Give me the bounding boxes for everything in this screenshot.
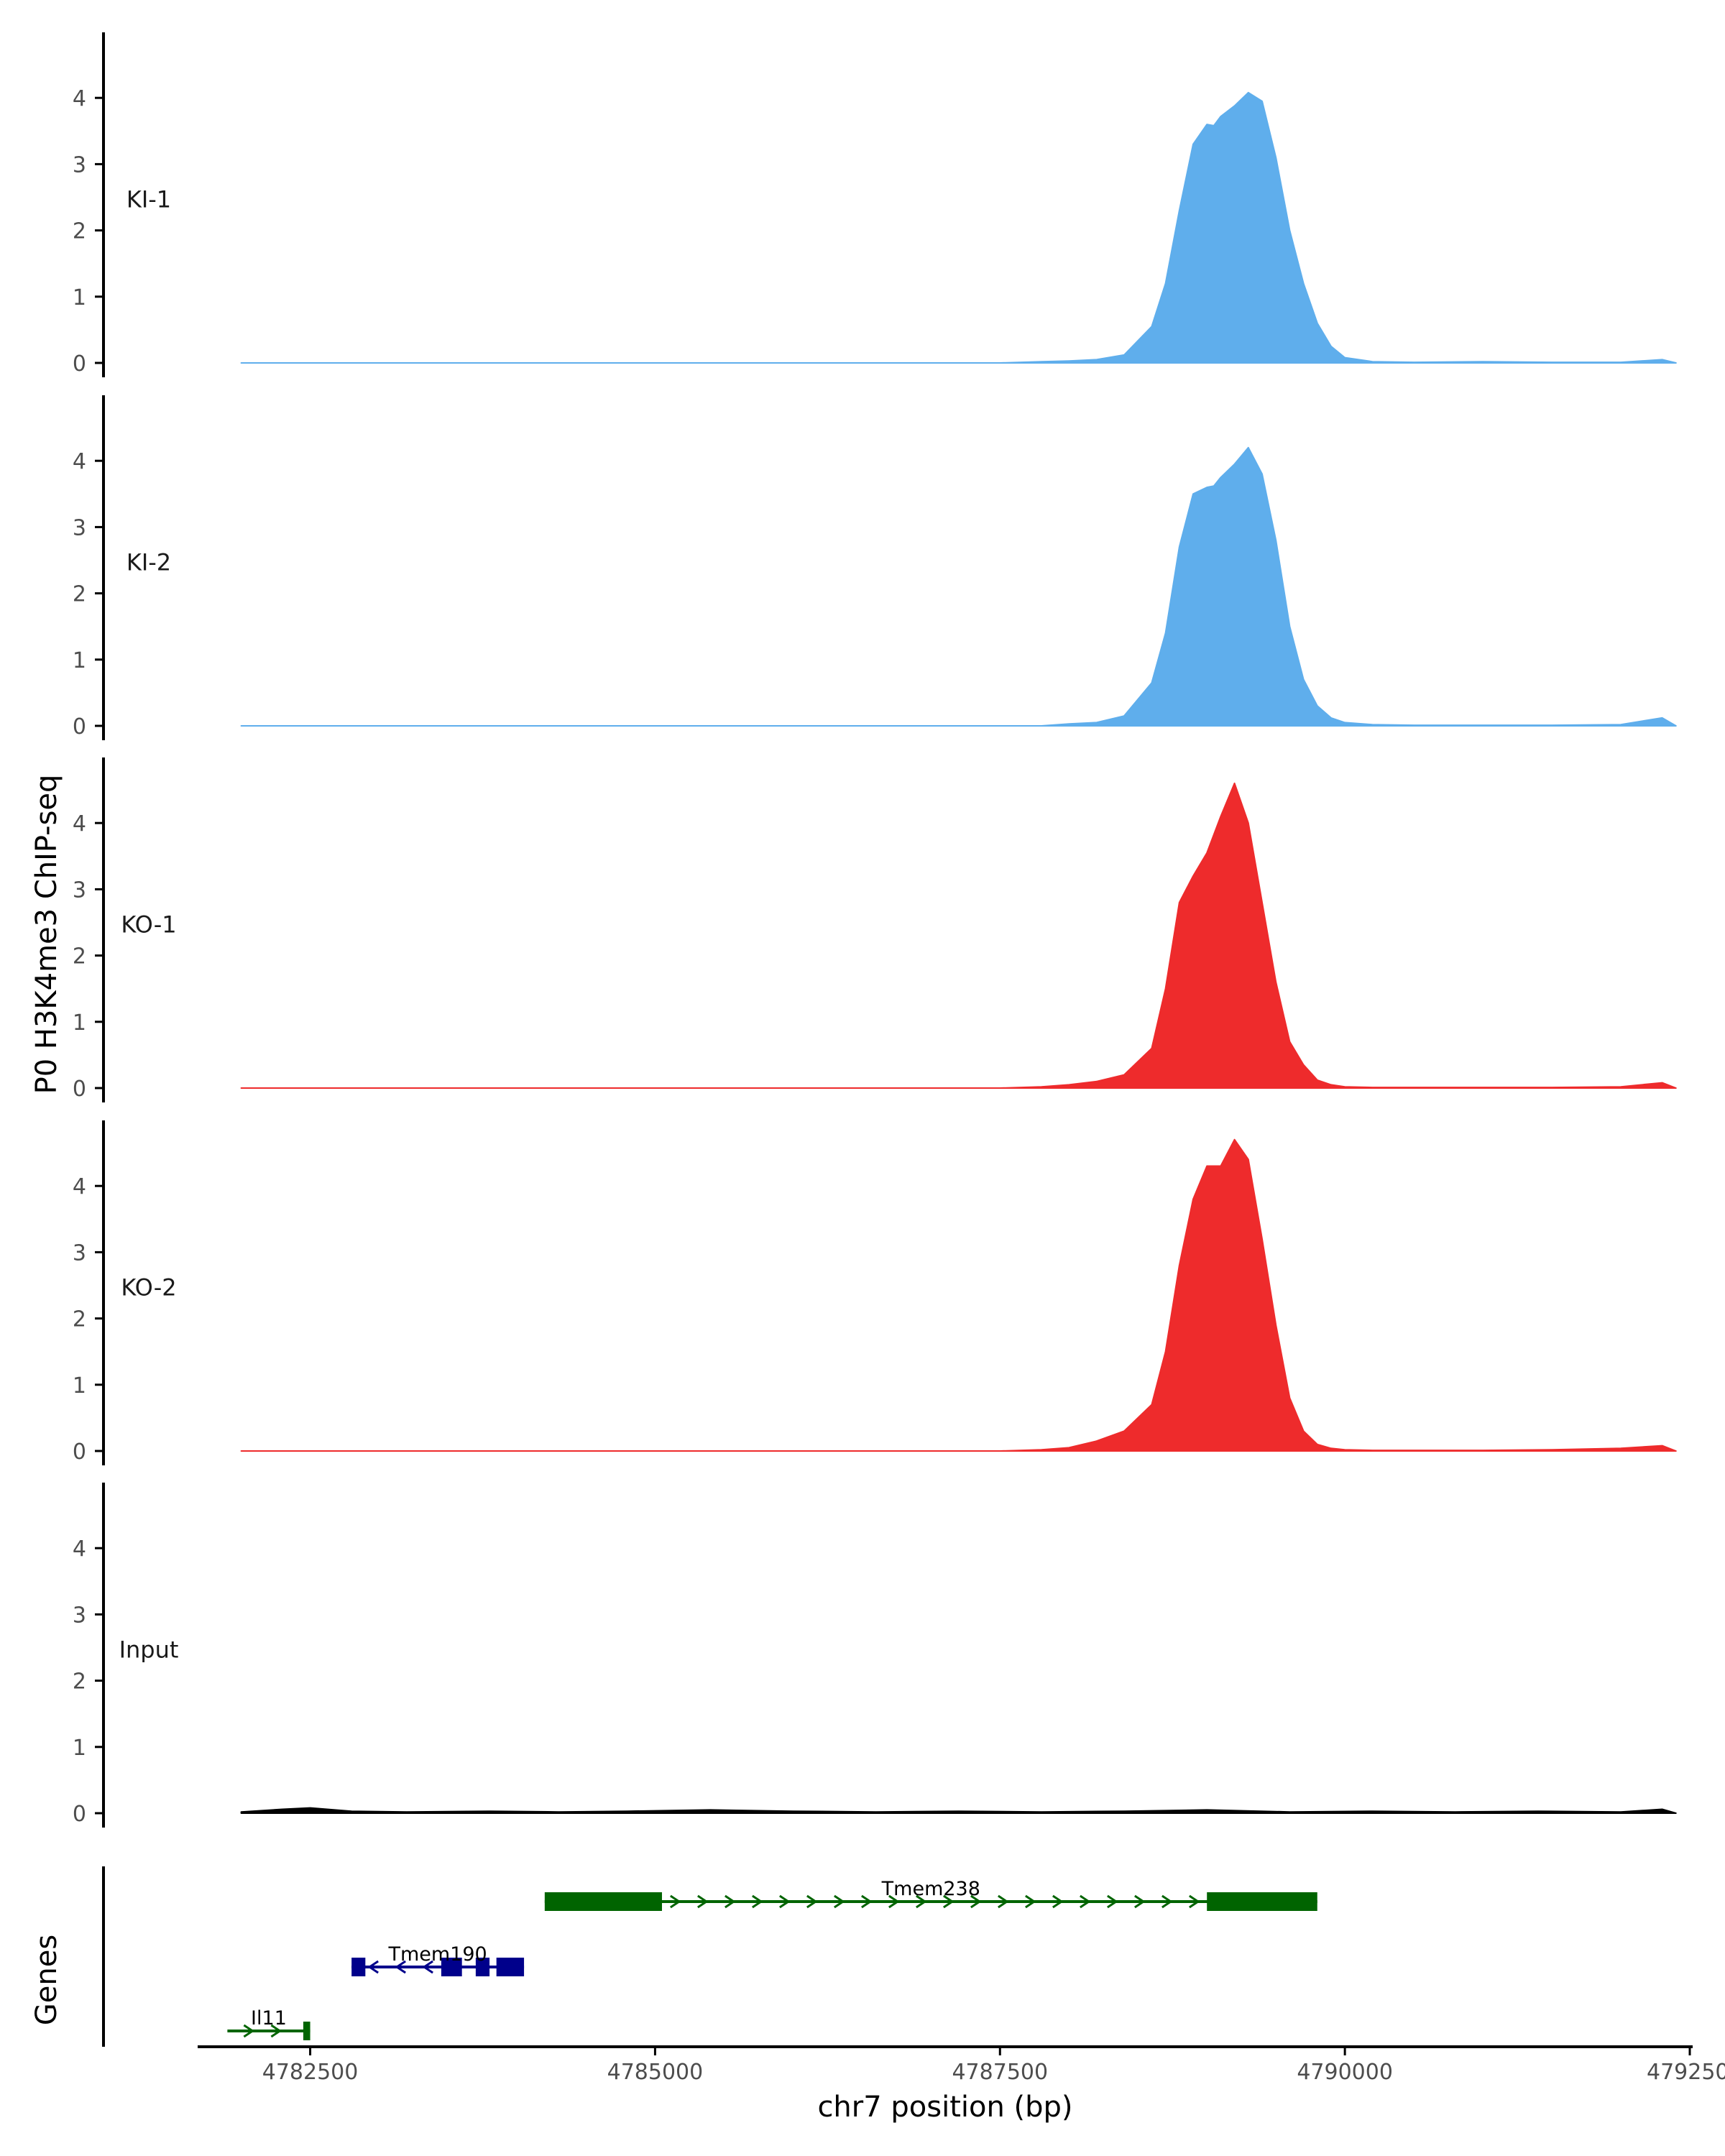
gene-exon [303, 2022, 310, 2040]
track-ki-1: 0 1 2 3 4 KI-1 [73, 32, 1677, 377]
y-tick-label: 3 [73, 515, 86, 540]
y-axis-label: P0 H3K4me3 ChIP-seq [30, 775, 63, 1095]
strand-arrow [834, 1894, 845, 1909]
signal-area [240, 782, 1677, 1089]
y-tick-label: 3 [73, 152, 86, 178]
gene-exon [351, 1958, 366, 1976]
gene-annotation-panel: Tmem238 Tmem190 Il11 [102, 1866, 1317, 2047]
x-tick-label: 4790000 [1297, 2060, 1393, 2085]
y-tick-label: 4 [73, 1174, 86, 1199]
strand-arrow [1025, 1894, 1036, 1909]
y-tick-label: 0 [73, 714, 86, 740]
y-tick-label: 3 [73, 1603, 86, 1628]
gene-exon [441, 1958, 462, 1976]
signal-area [240, 1807, 1677, 1814]
strand-arrow [888, 1894, 900, 1909]
gene-exon [496, 1958, 525, 1976]
x-tick-label: 4787500 [952, 2060, 1048, 2085]
strand-arrow [270, 2024, 282, 2038]
x-tick-label: 4782500 [262, 2060, 359, 2085]
strand-arrow [916, 1894, 927, 1909]
strand-arrow [779, 1894, 791, 1909]
x-tick-label: 4792500 [1647, 2060, 1725, 2085]
strand-arrow [1162, 1894, 1173, 1909]
strand-arrow [1107, 1894, 1118, 1909]
gene-il11: Il11 [227, 2007, 310, 2040]
y-tick-label: 4 [73, 811, 86, 837]
y-tick-label: 1 [73, 1010, 86, 1036]
strand-arrow [422, 1960, 433, 1974]
strand-arrow [1189, 1894, 1200, 1909]
track-label: KI-1 [126, 185, 171, 213]
gene-exon [544, 1892, 663, 1911]
gene-exon [475, 1958, 490, 1976]
y-tick-label: 0 [73, 1439, 86, 1465]
track-label: KO-1 [121, 911, 176, 938]
strand-arrow [670, 1894, 681, 1909]
x-axis-label: chr7 position (bp) [817, 2091, 1072, 2124]
y-tick-label: 4 [73, 1537, 86, 1562]
strand-arrow [1052, 1894, 1064, 1909]
gene-tmem190: Tmem190 [351, 1943, 525, 1976]
y-tick-label: 1 [73, 1373, 86, 1399]
gene-tmem238: Tmem238 [544, 1878, 1317, 1911]
gene-name-label: Tmem238 [881, 1878, 980, 1900]
signal-area [240, 91, 1677, 364]
track-ko-1: 0 1 2 3 4 KO-1 [73, 757, 1677, 1102]
strand-arrow [243, 2024, 255, 2038]
strand-arrow [943, 1894, 954, 1909]
y-tick-label: 3 [73, 1240, 86, 1266]
gene-name-label: Tmem190 [387, 1943, 487, 1966]
genes-axis-label: Genes [30, 1935, 63, 2025]
strand-arrow [998, 1894, 1009, 1909]
y-tick-label: 0 [73, 351, 86, 377]
x-tick-label: 4785000 [607, 2060, 704, 2085]
gene-name-label: Il11 [251, 2007, 287, 2030]
strand-arrow [395, 1960, 406, 1974]
gene-exon [1207, 1892, 1317, 1911]
y-tick-label: 4 [73, 86, 86, 111]
track-label: KI-2 [126, 548, 171, 576]
y-tick-label: 0 [73, 1077, 86, 1102]
track-ko-2: 0 1 2 3 4 KO-2 [73, 1120, 1677, 1465]
strand-arrow [367, 1960, 379, 1974]
y-tick-label: 1 [73, 1736, 86, 1761]
y-tick-label: 1 [73, 648, 86, 673]
track-input: 0 1 2 3 4 Input [73, 1483, 1677, 1828]
track-ki-2: 0 1 2 3 4 KI-2 [73, 395, 1677, 740]
y-tick-label: 2 [73, 1669, 86, 1695]
x-axis: 4782500 4785000 4787500 4790000 4792500 [198, 2045, 1725, 2085]
y-tick-label: 2 [73, 944, 86, 969]
signal-tracks: 0 1 2 3 4 KI-1 0 1 2 3 4 KI-2 0 1 2 3 4 KO-1 0 1 2 3 4 KO-2 0 1 2 3… [73, 32, 1677, 1828]
y-tick-label: 3 [73, 877, 86, 903]
strand-arrow [861, 1894, 873, 1909]
strand-arrow [724, 1894, 736, 1909]
y-tick-label: 0 [73, 1802, 86, 1827]
strand-arrow [970, 1894, 982, 1909]
strand-arrow [752, 1894, 763, 1909]
strand-arrow [1080, 1894, 1091, 1909]
y-tick-label: 2 [73, 582, 86, 607]
y-tick-label: 2 [73, 219, 86, 244]
y-tick-label: 2 [73, 1307, 86, 1332]
signal-area [240, 1138, 1677, 1452]
strand-arrow [806, 1894, 818, 1909]
strand-arrow [697, 1894, 709, 1909]
y-tick-label: 1 [73, 285, 86, 310]
y-tick-label: 4 [73, 449, 86, 474]
track-label: KO-2 [121, 1273, 176, 1301]
strand-arrow [1134, 1894, 1146, 1909]
track-label: Input [119, 1636, 179, 1663]
signal-area [240, 446, 1677, 727]
